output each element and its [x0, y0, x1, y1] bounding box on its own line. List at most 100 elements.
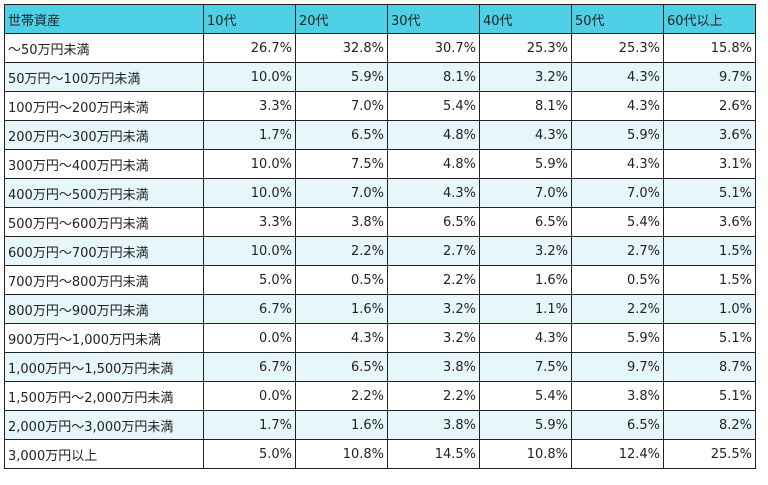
value-cell: 3.1% [663, 149, 756, 179]
row-label-cell: 400万円〜500万円未満 [4, 178, 204, 208]
value-cell: 5.9% [295, 62, 388, 92]
table-row: 700万円〜800万円未満 5.0% 0.5% 2.2% 1.6% 0.5% 1.5% [4, 265, 756, 295]
value-cell: 10.0% [203, 62, 296, 92]
value-cell: 10.0% [203, 178, 296, 208]
value-cell: 5.4% [479, 381, 572, 411]
value-cell: 1.7% [203, 120, 296, 150]
value-cell: 7.0% [295, 178, 388, 208]
value-cell: 4.3% [295, 323, 388, 353]
row-label-cell: 100万円〜200万円未満 [4, 91, 204, 121]
value-cell: 5.9% [571, 120, 664, 150]
value-cell: 5.1% [663, 323, 756, 353]
table-row: 1,500万円〜2,000万円未満 0.0% 2.2% 2.2% 5.4% 3.8% 5.1… [4, 381, 756, 411]
value-cell: 3.8% [387, 352, 480, 382]
value-cell: 8.1% [387, 62, 480, 92]
value-cell: 30.7% [387, 33, 480, 63]
row-label-cell: 200万円〜300万円未満 [4, 120, 204, 150]
row-label-cell: 700万円〜800万円未満 [4, 265, 204, 295]
value-cell: 2.7% [571, 236, 664, 266]
row-label-cell: 1,000万円〜1,500万円未満 [4, 352, 204, 382]
value-cell: 4.3% [479, 323, 572, 353]
value-cell: 3.8% [571, 381, 664, 411]
value-cell: 1.6% [295, 294, 388, 324]
value-cell: 3.3% [203, 207, 296, 237]
value-cell: 2.2% [295, 236, 388, 266]
value-cell: 5.4% [571, 207, 664, 237]
header-cell-20s: 20代 [295, 4, 388, 34]
value-cell: 5.9% [479, 410, 572, 440]
table-row: 300万円〜400万円未満 10.0% 7.5% 4.8% 5.9% 4.3% 3.1% [4, 149, 756, 179]
value-cell: 4.3% [571, 149, 664, 179]
value-cell: 15.8% [663, 33, 756, 63]
value-cell: 2.2% [571, 294, 664, 324]
value-cell: 4.8% [387, 149, 480, 179]
value-cell: 10.8% [295, 439, 388, 469]
table-row: 900万円〜1,000万円未満 0.0% 4.3% 3.2% 4.3% 5.9% 5.1% [4, 323, 756, 353]
value-cell: 1.6% [479, 265, 572, 295]
value-cell: 3.2% [387, 323, 480, 353]
value-cell: 4.3% [571, 91, 664, 121]
value-cell: 2.2% [387, 381, 480, 411]
value-cell: 7.0% [571, 178, 664, 208]
table-row: 3,000万円以上 5.0% 10.8% 14.5% 10.8% 12.4% 25.5% [4, 439, 756, 469]
value-cell: 5.1% [663, 178, 756, 208]
header-cell-10s: 10代 [203, 4, 296, 34]
table-row: 100万円〜200万円未満 3.3% 7.0% 5.4% 8.1% 4.3% 2.6% [4, 91, 756, 121]
value-cell: 1.0% [663, 294, 756, 324]
value-cell: 25.3% [571, 33, 664, 63]
value-cell: 32.8% [295, 33, 388, 63]
value-cell: 2.2% [295, 381, 388, 411]
row-label-cell: 600万円〜700万円未満 [4, 236, 204, 266]
value-cell: 3.2% [479, 236, 572, 266]
row-label-cell: 〜50万円未満 [4, 33, 204, 63]
value-cell: 1.5% [663, 265, 756, 295]
header-cell-40s: 40代 [479, 4, 572, 34]
value-cell: 4.3% [571, 62, 664, 92]
value-cell: 3.2% [479, 62, 572, 92]
value-cell: 25.3% [479, 33, 572, 63]
table-row: 600万円〜700万円未満 10.0% 2.2% 2.7% 3.2% 2.7% 1.5% [4, 236, 756, 266]
row-label-cell: 3,000万円以上 [4, 439, 204, 469]
value-cell: 7.5% [479, 352, 572, 382]
table-row: 500万円〜600万円未満 3.3% 3.8% 6.5% 6.5% 5.4% 3.6% [4, 207, 756, 237]
value-cell: 6.5% [571, 410, 664, 440]
value-cell: 3.6% [663, 207, 756, 237]
value-cell: 8.2% [663, 410, 756, 440]
value-cell: 0.0% [203, 323, 296, 353]
value-cell: 10.8% [479, 439, 572, 469]
header-cell-30s: 30代 [387, 4, 480, 34]
value-cell: 3.8% [387, 410, 480, 440]
value-cell: 6.5% [295, 120, 388, 150]
value-cell: 2.2% [387, 265, 480, 295]
value-cell: 2.6% [663, 91, 756, 121]
header-cell-60s-plus: 60代以上 [663, 4, 756, 34]
value-cell: 6.7% [203, 352, 296, 382]
value-cell: 14.5% [387, 439, 480, 469]
value-cell: 0.5% [295, 265, 388, 295]
row-label-cell: 300万円〜400万円未満 [4, 149, 204, 179]
table-row: 800万円〜900万円未満 6.7% 1.6% 3.2% 1.1% 2.2% 1.0% [4, 294, 756, 324]
table-row: 2,000万円〜3,000万円未満 1.7% 1.6% 3.8% 5.9% 6.5% 8.2… [4, 410, 756, 440]
row-label-cell: 50万円〜100万円未満 [4, 62, 204, 92]
row-label-cell: 500万円〜600万円未満 [4, 207, 204, 237]
value-cell: 12.4% [571, 439, 664, 469]
value-cell: 7.0% [479, 178, 572, 208]
table-container: 世帯資産 10代 20代 30代 40代 50代 60代以上 〜50万円未満 26… [4, 4, 756, 469]
table-row: 400万円〜500万円未満 10.0% 7.0% 4.3% 7.0% 7.0% 5.1% [4, 178, 756, 208]
value-cell: 6.5% [387, 207, 480, 237]
table-row: 1,000万円〜1,500万円未満 6.7% 6.5% 3.8% 7.5% 9.7% 8.7… [4, 352, 756, 382]
value-cell: 9.7% [571, 352, 664, 382]
header-cell-asset: 世帯資産 [4, 4, 204, 34]
asset-distribution-table: 世帯資産 10代 20代 30代 40代 50代 60代以上 〜50万円未満 26… [4, 4, 756, 469]
value-cell: 8.1% [479, 91, 572, 121]
value-cell: 2.7% [387, 236, 480, 266]
value-cell: 3.2% [387, 294, 480, 324]
value-cell: 1.1% [479, 294, 572, 324]
value-cell: 5.9% [479, 149, 572, 179]
header-cell-50s: 50代 [571, 4, 664, 34]
value-cell: 1.6% [295, 410, 388, 440]
table-row: 50万円〜100万円未満 10.0% 5.9% 8.1% 3.2% 4.3% 9.7% [4, 62, 756, 92]
value-cell: 3.6% [663, 120, 756, 150]
value-cell: 7.5% [295, 149, 388, 179]
value-cell: 3.3% [203, 91, 296, 121]
